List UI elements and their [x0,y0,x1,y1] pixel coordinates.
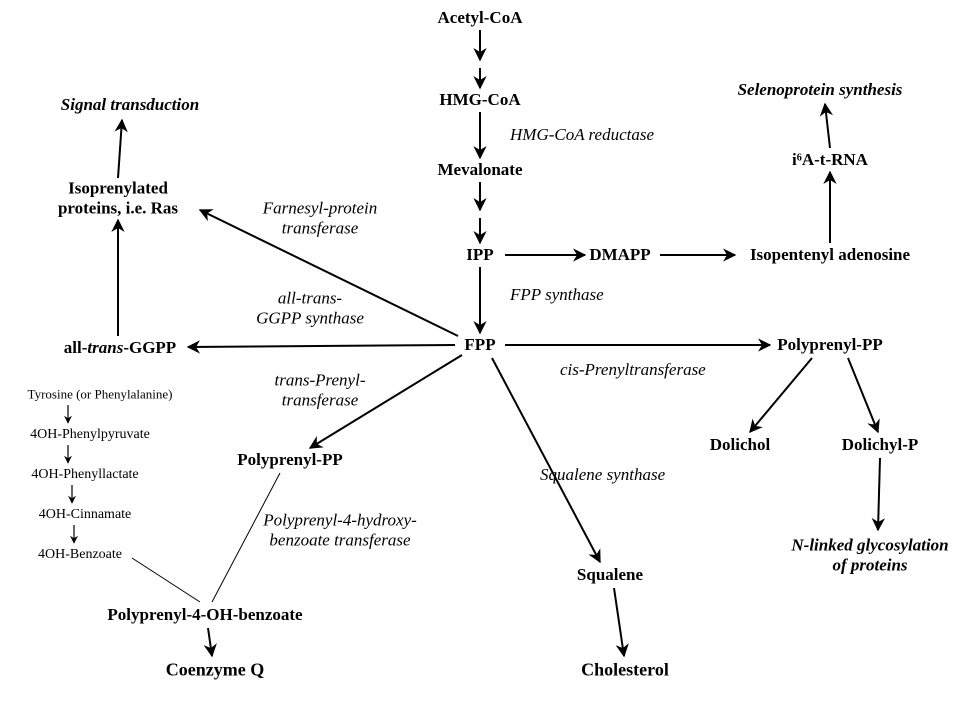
node-squalene: Squalene [577,565,643,585]
node-sig_trans: Signal transduction [61,95,199,115]
node-tyr: Tyrosine (or Phenylalanine) [28,388,173,403]
edge-ohbenz-p4ohb [132,558,200,602]
node-ohpyruvate: 4OH-Phenylpyruvate [30,427,150,443]
node-isopent_aden: Isopentenyl adenosine [750,245,910,265]
edge-fpp-squalene [492,358,600,562]
node-farnesyl_pt: Farnesyl-proteintransferase [263,198,378,237]
edge-polyprenyl_r-dolichol [750,358,812,432]
node-cis_prenyl: cis-Prenyltransferase [560,360,706,380]
edge-i6a-seleno [825,104,830,148]
node-polyprenyl_l: Polyprenyl-PP [237,450,342,470]
edge-isopren-sigtrans [118,120,122,178]
edge-fpp-ggpp [188,345,455,347]
node-ohcinn: 4OH-Cinnamate [39,507,132,523]
node-poly4ohbenz: Polyprenyl-4-OH-benzoate [107,605,302,625]
edge-polyprenyl_r-dolichylp [848,358,878,432]
node-hmgcoa: HMG-CoA [439,90,520,110]
edge-dolichylp-nlinked [878,458,880,530]
node-ohlactate: 4OH-Phenyllactate [31,467,138,483]
node-trans_prenyl: trans-Prenyl-transferase [275,370,366,409]
node-squal_synth: Squalene synthase [540,465,665,485]
node-ohbenz: 4OH-Benzoate [38,547,122,563]
node-fpp: FPP [464,335,495,355]
node-acetylcoa: Acetyl-CoA [438,8,523,28]
node-polyprenyl_r: Polyprenyl-PP [777,335,882,355]
node-nlinked: N-linked glycosylationof proteins [791,535,948,574]
node-dolichol: Dolichol [710,435,770,455]
edge-squalene-chol [614,588,624,656]
node-i6a: i⁶A-t-RNA [792,150,868,170]
node-hmgcoa_red: HMG-CoA reductase [510,125,654,145]
node-ggpp_synth: all-trans-GGPP synthase [256,288,364,327]
node-ipp: IPP [466,245,493,265]
node-dolichylp: Dolichyl-P [842,435,919,455]
node-ggpp_html: all-trans-GGPP [64,338,176,358]
node-isopren_prot: Isoprenylatedproteins, i.e. Ras [58,178,178,217]
node-dmapp: DMAPP [589,245,650,265]
node-mevalonate: Mevalonate [438,160,523,180]
edge-p4ohb-coq [208,628,212,656]
node-seleno: Selenoprotein synthesis [738,80,903,100]
node-fpp_synth: FPP synthase [510,285,604,305]
node-cholesterol: Cholesterol [581,660,669,681]
node-poly4hb_trans: Polyprenyl-4-hydroxy-benzoate transferas… [263,510,417,549]
node-coq: Coenzyme Q [166,660,264,681]
